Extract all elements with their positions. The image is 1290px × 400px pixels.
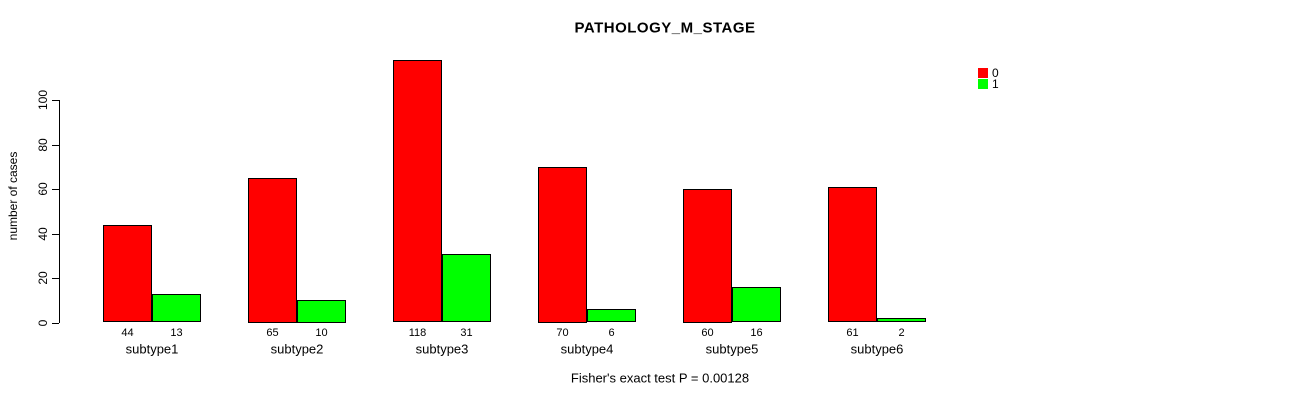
- bar-subtype3-series-1: [442, 253, 491, 323]
- y-axis-tick: [52, 144, 59, 146]
- bar-subtype4-series-0: [538, 166, 587, 323]
- y-axis-tick: [52, 100, 59, 101]
- category-label-subtype5: subtype5: [705, 341, 759, 357]
- bar-subtype3-series-0: [393, 59, 442, 323]
- legend-label-0: 0: [992, 66, 999, 80]
- bar-count-label: 44: [121, 327, 134, 339]
- legend-label-1: 1: [992, 77, 999, 91]
- bar-count-label: 61: [846, 327, 859, 339]
- bar-count-label: 6: [608, 327, 615, 339]
- bar-subtype5-series-0: [683, 189, 732, 323]
- legend-swatch-1: [978, 79, 988, 89]
- y-axis-tick-label: 60: [36, 182, 50, 196]
- bar-subtype4-series-1: [587, 309, 636, 323]
- y-axis-tick: [52, 233, 59, 235]
- bar-subtype1-series-1: [152, 293, 201, 323]
- category-label-subtype1: subtype1: [125, 341, 179, 357]
- bar-count-label: 65: [266, 327, 279, 339]
- category-label-subtype3: subtype3: [415, 341, 469, 357]
- bar-count-label: 70: [556, 327, 569, 339]
- bar-subtype6-series-1: [877, 318, 926, 323]
- y-axis-line: [59, 99, 60, 323]
- category-label-subtype6: subtype6: [850, 341, 904, 357]
- bar-subtype5-series-1: [732, 286, 781, 323]
- category-label-subtype4: subtype4: [560, 341, 614, 357]
- chart-title: PATHOLOGY_M_STAGE: [574, 19, 756, 37]
- bar-subtype1-series-0: [103, 224, 152, 323]
- bar-subtype6-series-0: [828, 186, 877, 323]
- y-axis-tick: [52, 189, 59, 190]
- y-axis-tick-label: 20: [36, 271, 50, 285]
- bar-count-label: 31: [460, 327, 473, 339]
- category-label-subtype2: subtype2: [270, 341, 324, 357]
- y-axis-tick-label: 100: [36, 89, 50, 111]
- bar-count-label: 13: [170, 327, 183, 339]
- y-axis-tick-label: 40: [36, 226, 50, 241]
- y-axis-tick-label: 0: [36, 319, 50, 326]
- bar-subtype2-series-1: [297, 300, 346, 323]
- bar-count-label: 118: [408, 327, 427, 339]
- bar-subtype2-series-0: [248, 177, 297, 323]
- y-axis-tick: [52, 322, 59, 324]
- bar-count-label: 10: [315, 327, 328, 339]
- y-axis-label: number of cases: [6, 151, 20, 241]
- caption: Fisher's exact test P = 0.00128: [570, 370, 750, 386]
- y-axis-tick-label: 80: [36, 137, 50, 152]
- bar-count-label: 2: [898, 327, 905, 339]
- y-axis-tick: [52, 278, 59, 279]
- bar-count-label: 16: [750, 327, 763, 339]
- legend-swatch-0: [978, 68, 988, 78]
- bar-count-label: 60: [701, 327, 714, 339]
